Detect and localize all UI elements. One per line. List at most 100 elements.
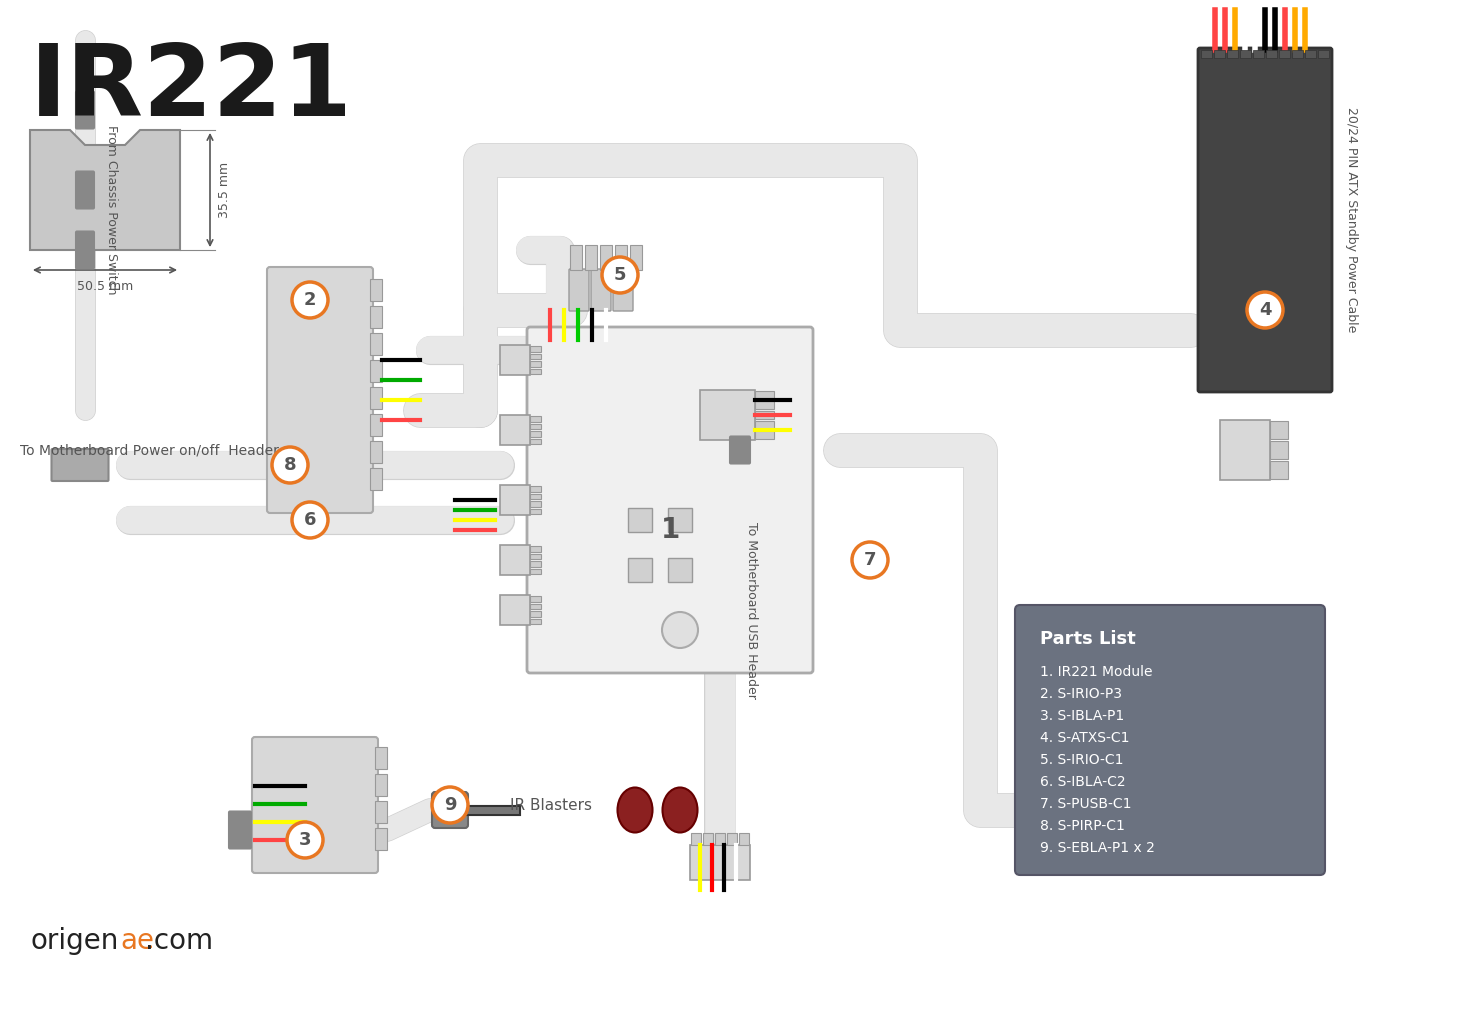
Bar xyxy=(530,423,541,429)
Circle shape xyxy=(602,257,638,293)
Bar xyxy=(615,245,627,270)
Bar xyxy=(755,411,774,419)
Text: 7. S-PUSB-C1: 7. S-PUSB-C1 xyxy=(1040,797,1131,811)
Bar xyxy=(739,833,749,845)
Bar xyxy=(668,558,693,582)
Circle shape xyxy=(1248,292,1283,328)
Bar xyxy=(370,441,381,463)
Ellipse shape xyxy=(618,788,653,832)
Text: 5: 5 xyxy=(614,266,627,284)
Bar xyxy=(530,618,541,624)
Bar xyxy=(703,833,713,845)
Bar xyxy=(1220,420,1270,480)
Bar xyxy=(714,833,725,845)
FancyBboxPatch shape xyxy=(1198,48,1332,392)
Bar xyxy=(530,486,541,492)
FancyBboxPatch shape xyxy=(614,269,633,311)
Bar xyxy=(530,611,541,616)
Bar xyxy=(370,279,381,301)
Bar xyxy=(375,747,387,769)
Bar xyxy=(1267,50,1277,58)
Bar xyxy=(530,416,541,421)
Bar xyxy=(628,558,652,582)
Bar xyxy=(530,546,541,551)
Text: 50.5 mm: 50.5 mm xyxy=(77,280,133,293)
FancyBboxPatch shape xyxy=(76,172,94,208)
Bar xyxy=(500,415,530,445)
Bar xyxy=(530,501,541,506)
Bar xyxy=(584,245,598,270)
Bar xyxy=(728,833,736,845)
Bar xyxy=(530,508,541,514)
Bar xyxy=(628,508,652,532)
Bar xyxy=(700,390,755,440)
Circle shape xyxy=(292,282,329,318)
Text: .com: .com xyxy=(145,927,213,955)
Bar xyxy=(370,333,381,355)
Text: origen: origen xyxy=(31,927,118,955)
Ellipse shape xyxy=(662,788,697,832)
Bar xyxy=(500,595,530,625)
Bar xyxy=(370,468,381,490)
Bar xyxy=(691,833,701,845)
Bar xyxy=(530,569,541,574)
Text: To Motherboard Power on/off  Header: To Motherboard Power on/off Header xyxy=(20,443,279,457)
FancyBboxPatch shape xyxy=(568,269,589,311)
FancyBboxPatch shape xyxy=(1015,605,1325,875)
Bar xyxy=(370,414,381,436)
Bar xyxy=(1270,441,1287,459)
Circle shape xyxy=(292,502,329,538)
Bar xyxy=(1270,461,1287,479)
Bar xyxy=(1227,50,1237,58)
FancyBboxPatch shape xyxy=(76,231,94,269)
Bar xyxy=(370,306,381,328)
Bar xyxy=(530,361,541,367)
Bar xyxy=(570,245,581,270)
FancyBboxPatch shape xyxy=(432,792,468,828)
FancyBboxPatch shape xyxy=(51,449,108,481)
Text: From Chassis Power Switch: From Chassis Power Switch xyxy=(105,125,118,295)
Bar xyxy=(370,360,381,382)
Circle shape xyxy=(272,447,308,483)
Circle shape xyxy=(662,612,698,648)
Text: 8: 8 xyxy=(283,456,297,474)
Bar xyxy=(1201,50,1213,58)
Bar xyxy=(630,245,641,270)
Text: 8. S-PIRP-C1: 8. S-PIRP-C1 xyxy=(1040,819,1125,833)
Bar xyxy=(370,387,381,409)
Text: ae: ae xyxy=(120,927,153,955)
Bar xyxy=(375,828,387,850)
Bar xyxy=(530,346,541,351)
FancyBboxPatch shape xyxy=(229,811,251,848)
Bar xyxy=(1254,50,1264,58)
Bar xyxy=(1214,50,1224,58)
Bar xyxy=(530,596,541,602)
Bar xyxy=(1318,50,1330,58)
Bar xyxy=(375,774,387,796)
Text: 1: 1 xyxy=(660,516,679,544)
Bar xyxy=(755,431,774,439)
Text: 20/24 PIN ATX Standby Power Cable: 20/24 PIN ATX Standby Power Cable xyxy=(1346,107,1359,332)
Circle shape xyxy=(852,542,888,578)
Text: Parts List: Parts List xyxy=(1040,630,1135,648)
Text: 9: 9 xyxy=(444,796,456,814)
Bar xyxy=(600,245,612,270)
Bar xyxy=(690,845,749,880)
Bar xyxy=(530,494,541,499)
Bar xyxy=(1278,50,1290,58)
Bar xyxy=(500,545,530,575)
Text: IR Blasters: IR Blasters xyxy=(510,798,592,812)
Bar xyxy=(530,561,541,567)
Polygon shape xyxy=(31,130,180,250)
Bar xyxy=(500,485,530,515)
Text: 4. S-ATXS-C1: 4. S-ATXS-C1 xyxy=(1040,731,1129,745)
Text: 1. IR221 Module: 1. IR221 Module xyxy=(1040,665,1153,679)
Bar xyxy=(1305,50,1316,58)
Text: 6. S-IBLA-C2: 6. S-IBLA-C2 xyxy=(1040,775,1125,789)
Bar xyxy=(530,438,541,444)
Text: IR221: IR221 xyxy=(31,40,354,137)
Text: 7: 7 xyxy=(863,551,877,569)
Text: 4: 4 xyxy=(1259,301,1271,319)
Bar xyxy=(755,401,774,409)
Bar xyxy=(1292,50,1303,58)
